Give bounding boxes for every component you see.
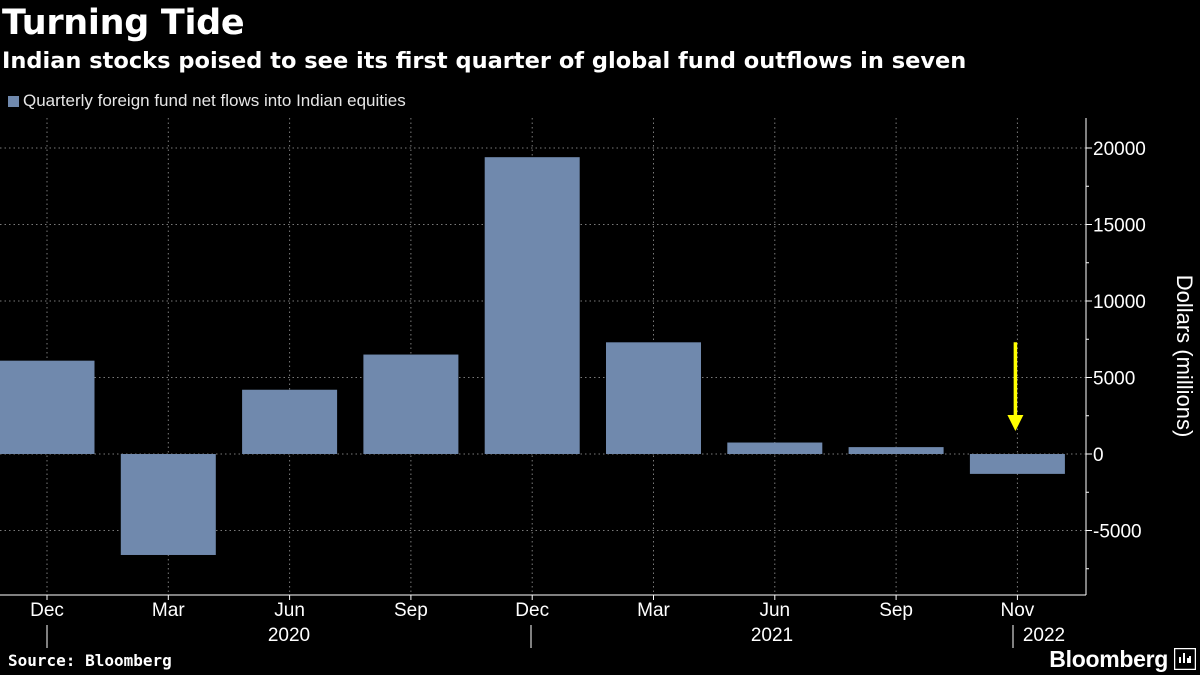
- x-tick-label: Jun: [274, 600, 305, 621]
- y-tick-label: -5000: [1093, 522, 1142, 543]
- legend: Quarterly foreign fund net flows into In…: [8, 89, 406, 113]
- x-tick-label: Sep: [394, 600, 428, 621]
- chart-subtitle: Indian stocks poised to see its first qu…: [2, 48, 967, 74]
- x-tick-label: Dec: [515, 600, 549, 621]
- bar: [606, 342, 701, 454]
- y-tick-label: 15000: [1093, 216, 1146, 237]
- y-tick-label: 20000: [1093, 139, 1146, 160]
- legend-label: Quarterly foreign fund net flows into In…: [23, 91, 406, 110]
- bloomberg-logo: Bloomberg: [1049, 646, 1168, 672]
- bar: [727, 442, 823, 454]
- y-tick-label: 10000: [1093, 292, 1146, 313]
- bar: [969, 454, 1065, 474]
- y-tick-label: 0: [1093, 445, 1104, 466]
- bloomberg-terminal-icon: [1174, 648, 1196, 670]
- x-tick-label: Sep: [879, 600, 913, 621]
- bar: [363, 354, 459, 454]
- legend-swatch: [8, 95, 19, 107]
- bar: [0, 360, 95, 454]
- annotation-arrow-head: [1007, 415, 1024, 432]
- year-label: 2022: [1023, 625, 1065, 646]
- bar: [242, 389, 338, 454]
- y-axis-title: Dollars (millions): [1172, 275, 1197, 438]
- chart-title: Turning Tide: [2, 3, 245, 43]
- x-tick-label: Mar: [637, 600, 670, 621]
- bar: [484, 157, 580, 454]
- x-tick-label: Nov: [1001, 600, 1035, 621]
- year-label: 2020: [268, 625, 310, 646]
- source-note: Source: Bloomberg: [8, 651, 172, 670]
- x-tick-label: Jun: [759, 600, 790, 621]
- year-label: 2021: [751, 625, 793, 646]
- bar: [120, 454, 216, 555]
- bar: [848, 447, 944, 454]
- x-tick-label: Mar: [152, 600, 185, 621]
- y-tick-label: 5000: [1093, 369, 1135, 390]
- x-tick-label: Dec: [30, 600, 64, 621]
